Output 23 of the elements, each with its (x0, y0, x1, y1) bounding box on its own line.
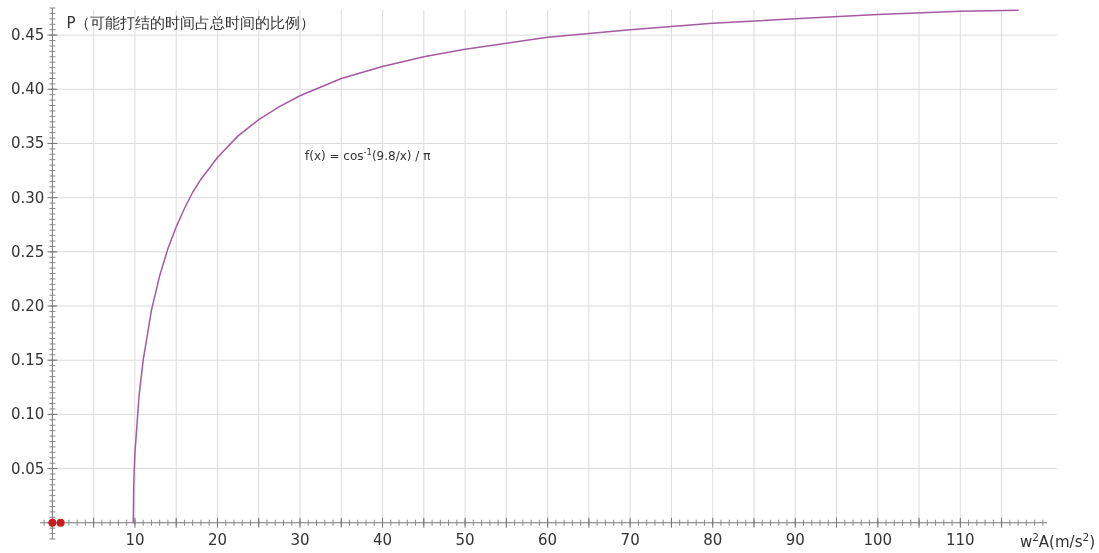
y-axis-title: P（可能打结的时间占总时间的比例） (66, 14, 316, 32)
x-tick-label: 110 (946, 530, 975, 549)
x-tick-label: 30 (290, 530, 310, 549)
y-tick-label: 0.40 (10, 80, 45, 99)
y-tick-label: 0.25 (10, 242, 45, 261)
x-tick-label: 90 (785, 530, 805, 549)
y-tick-label: 0.35 (10, 134, 45, 153)
y-tick-label: 0.05 (10, 459, 45, 478)
y-tick-label: 0.15 (10, 351, 45, 370)
x-tick-label: 20 (207, 530, 228, 549)
x-tick-label: 50 (455, 530, 475, 549)
x-tick-label: 10 (125, 530, 145, 549)
x-tick-label: 100 (863, 530, 893, 549)
y-tick-label: 0.20 (10, 297, 45, 316)
x-tick-label: 60 (538, 530, 558, 549)
y-tick-label: 0.45 (10, 26, 45, 45)
y-tick-label: 0.10 (10, 405, 45, 424)
x-tick-label: 80 (703, 530, 723, 549)
x-tick-label: 40 (373, 530, 393, 549)
x-axis-title: w$^{2}$A(m/s$^{2}$) (1019, 530, 1095, 551)
x-tick-label: 70 (620, 530, 640, 549)
annotation: f(x) = cos$^{-1}$(9.8/x) / π (305, 147, 431, 163)
y-tick-label: 0.30 (10, 188, 45, 207)
